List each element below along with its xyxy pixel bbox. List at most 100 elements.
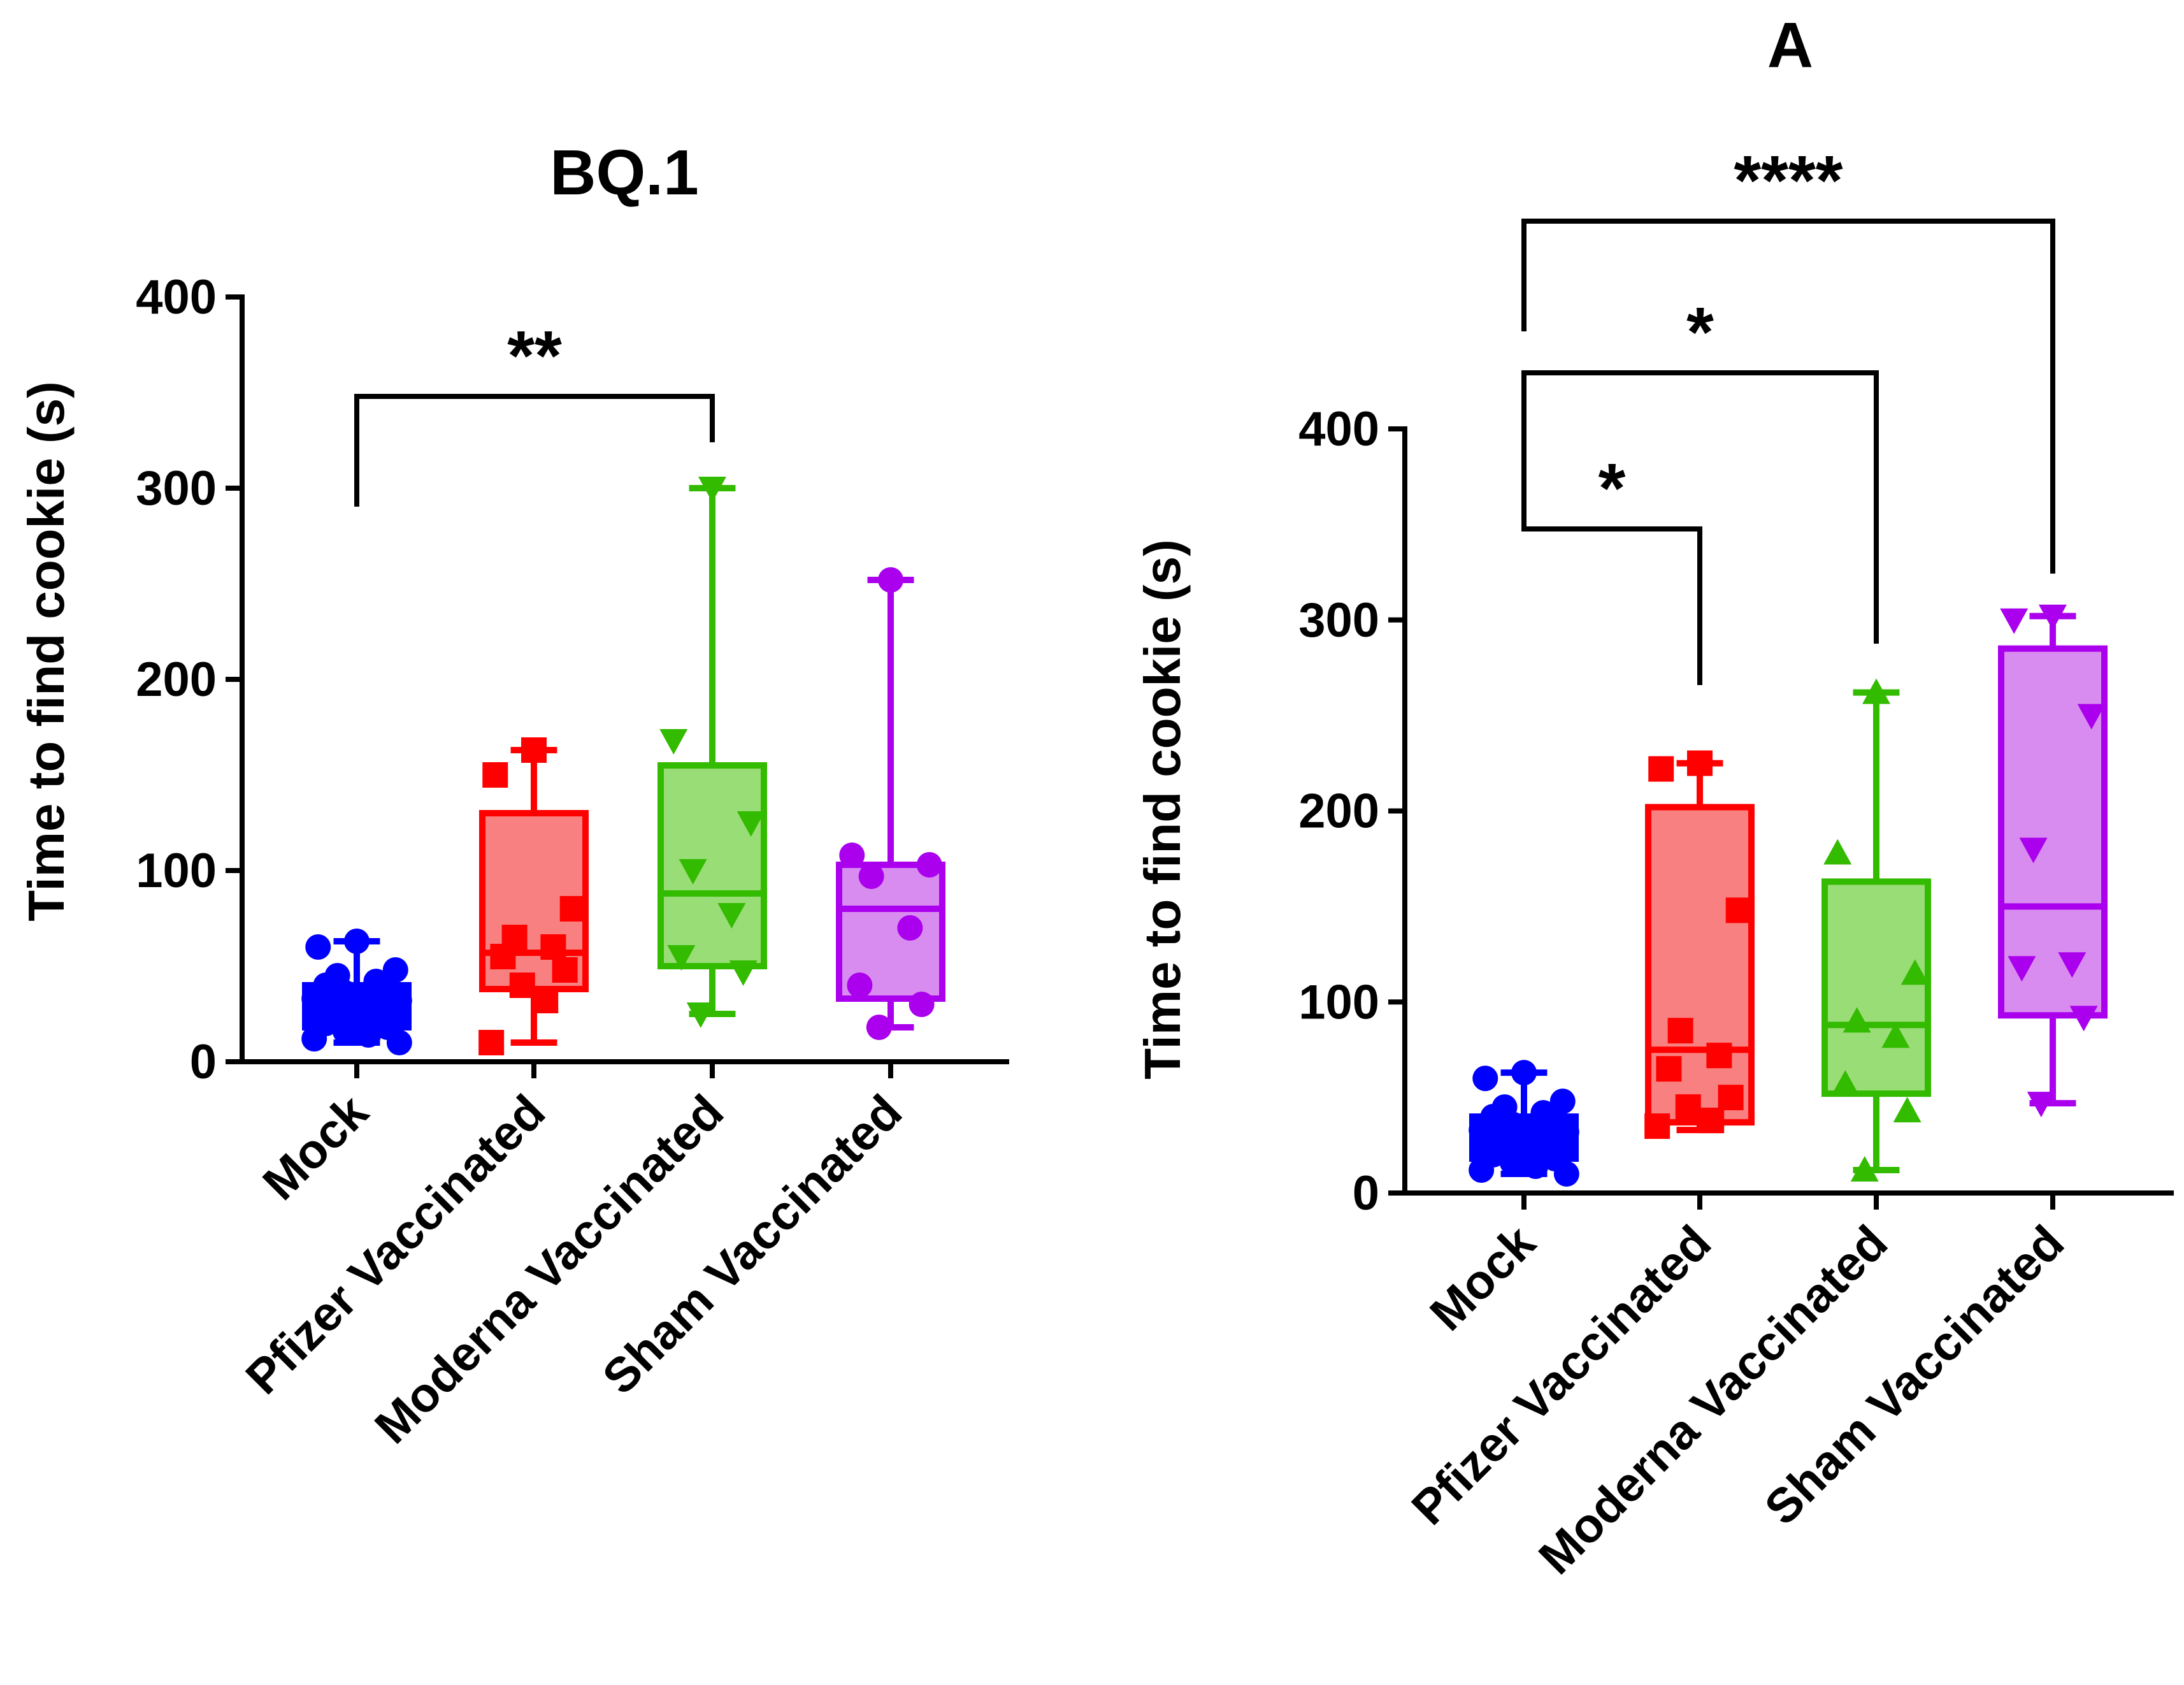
data-point [382,957,408,983]
data-point [1675,1094,1701,1120]
chart-title: A [1767,10,1813,81]
data-point [858,864,884,889]
significance-label: **** [1734,141,1843,220]
data-point [866,1015,892,1040]
data-point [478,1030,505,1055]
y-tick-label: 400 [136,270,217,324]
data-point [1687,750,1713,776]
data-point [552,957,578,983]
significance-label: ** [507,317,562,395]
data-point [909,992,935,1017]
data-point [1472,1066,1498,1092]
x-tick-label: Mock [253,1084,379,1210]
box-group-mock [1469,1060,1579,1187]
data-point [717,903,746,929]
data-point [736,811,765,837]
significance-bracket [1521,370,1879,644]
data-point [301,1026,327,1052]
data-point [386,1030,412,1055]
data-point [533,988,559,1013]
data-point [2039,604,2067,630]
data-point [1511,1123,1537,1149]
data-point [2019,837,2048,864]
y-tick-label: 100 [1298,975,1379,1029]
y-tick-label: 0 [1353,1166,1379,1220]
box-group-sham-vaccinated [1998,604,2108,1118]
data-point [897,915,923,941]
y-tick-label: 200 [1298,785,1379,839]
data-point [1499,1150,1525,1176]
data-point [698,477,726,502]
data-point [356,1022,382,1048]
data-point [1881,1022,1910,1048]
data-point [847,973,873,998]
data-point [679,859,707,885]
y-tick-label: 0 [190,1035,217,1089]
data-point [344,992,370,1017]
box-group-moderna-vaccinated [1821,678,1931,1182]
y-tick-label: 100 [136,844,217,898]
data-point [540,934,566,960]
box-group-mock [301,929,412,1055]
data-point [1900,959,1929,985]
data-point [1893,1097,1922,1123]
x-tick-label: Pfizer Vaccinated [1402,1215,1721,1535]
data-point [729,960,758,986]
significance-label: * [1598,449,1626,528]
data-point [1511,1060,1537,1086]
data-point [2008,956,2036,982]
data-point [1699,1108,1725,1134]
y-axis-label: Time to find cookie (s) [1134,539,1191,1080]
data-point [1656,1056,1682,1082]
data-point [1843,1007,1871,1033]
data-point [2069,1006,2098,1032]
y-tick-label: 300 [136,461,217,516]
box-group-pfizer-vaccinated [1644,750,1755,1139]
data-point [1850,1156,1879,1182]
data-point [2027,1092,2055,1118]
data-point [1862,678,1890,704]
x-tick-label: Sham Vaccinated [593,1085,912,1405]
data-point [305,934,331,960]
data-point [482,762,508,788]
box [657,762,767,969]
data-point [1553,1161,1579,1187]
x-tick-label: Moderna Vaccinated [364,1085,734,1454]
data-point [659,729,688,755]
x-tick-label: Sham Vaccinated [1755,1215,2074,1535]
x-tick-label: Pfizer Vaccinated [236,1085,556,1405]
y-tick-label: 300 [1298,593,1379,647]
data-point [1823,839,1852,865]
significance-bracket [1521,219,2055,574]
data-point [559,896,586,922]
box-group-sham-vaccinated [836,567,945,1040]
data-point [1718,1085,1744,1111]
data-point [509,973,535,998]
box-group-pfizer-vaccinated [478,737,589,1055]
chart-title: BQ.1 [550,137,698,208]
data-point [521,737,547,763]
significance-bracket [354,394,715,507]
data-point [332,1018,358,1044]
data-point [1469,1157,1495,1183]
data-point [1831,1070,1860,1096]
data-point [1648,756,1674,782]
chart-panel-bq1: BQ.1 Time to find cookie (s) 0 100 200 300 4… [18,137,1009,1454]
data-point [916,852,942,878]
data-point [2058,952,2087,978]
data-point [1549,1088,1576,1115]
x-tick-label: Mock [1420,1215,1546,1341]
significance-bracket [1521,488,1702,685]
data-point [686,1002,715,1028]
data-point [1644,1113,1670,1139]
data-point [344,929,370,954]
data-point [667,945,696,971]
y-tick-label: 400 [1298,402,1379,456]
data-point [2077,704,2106,730]
data-point [1523,1153,1549,1180]
data-point [1667,1018,1693,1044]
data-point [839,842,865,868]
data-point [490,944,516,969]
x-tick-label: Moderna Vaccinated [1528,1215,1898,1585]
